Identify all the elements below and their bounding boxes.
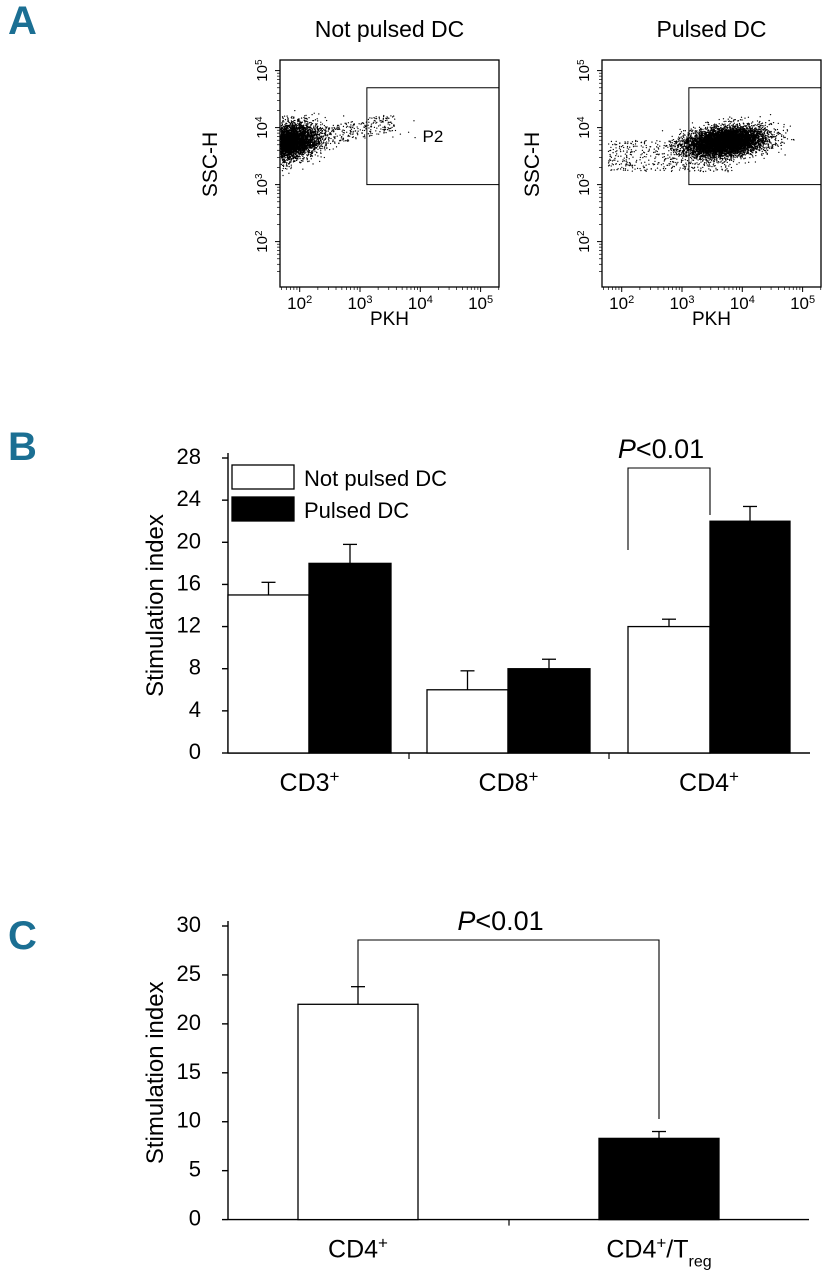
svg-text:105: 105 xyxy=(468,294,493,313)
svg-text:Pulsed DC: Pulsed DC xyxy=(657,16,767,42)
svg-text:PKH: PKH xyxy=(370,309,409,330)
svg-text:102: 102 xyxy=(254,230,272,253)
svg-text:103: 103 xyxy=(347,294,372,313)
svg-text:104: 104 xyxy=(254,116,272,139)
svg-text:102: 102 xyxy=(287,294,312,313)
svg-text:SSC-H: SSC-H xyxy=(199,132,222,197)
svg-text:P2: P2 xyxy=(423,127,444,146)
svg-text:104: 104 xyxy=(408,294,433,313)
svg-text:103: 103 xyxy=(254,173,272,196)
svg-text:105: 105 xyxy=(254,59,272,82)
svg-text:Not pulsed DC: Not pulsed DC xyxy=(315,16,465,42)
